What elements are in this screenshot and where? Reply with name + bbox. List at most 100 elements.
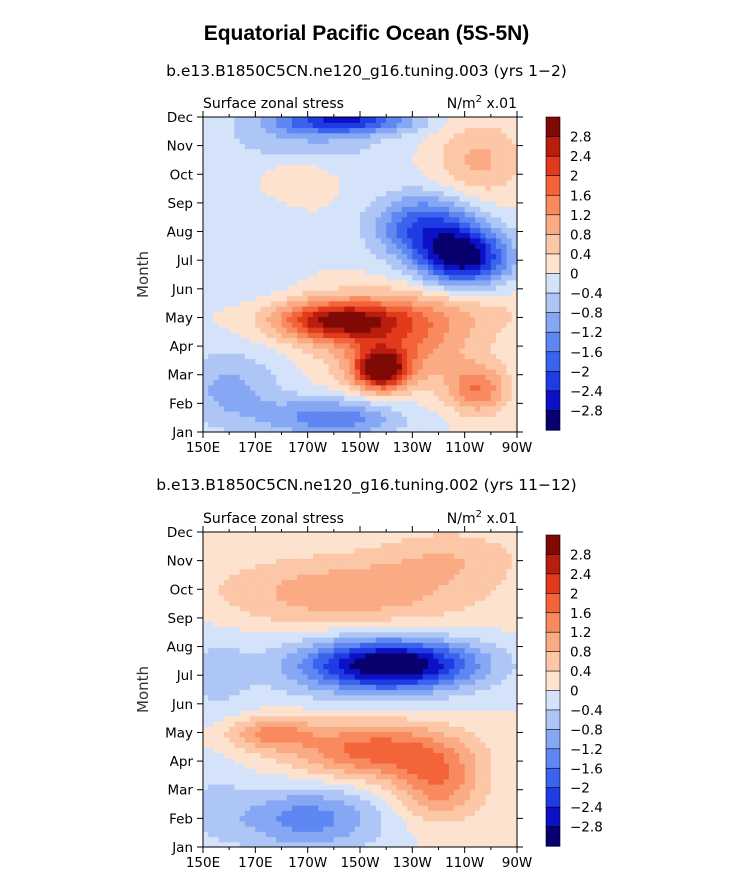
heatmap-cell bbox=[344, 405, 351, 412]
heatmap-cell bbox=[464, 201, 471, 207]
heatmap-cell bbox=[239, 757, 246, 764]
heatmap-cell bbox=[203, 668, 209, 675]
heatmap-cell bbox=[291, 537, 298, 544]
heatmap-cell bbox=[417, 211, 424, 218]
heatmap-cell bbox=[276, 374, 283, 381]
heatmap-cell bbox=[291, 164, 298, 171]
heatmap-cell bbox=[354, 353, 361, 360]
heatmap-cell bbox=[485, 122, 492, 129]
heatmap-cell bbox=[297, 411, 304, 417]
heatmap-cell bbox=[218, 673, 225, 680]
heatmap-cell bbox=[297, 143, 304, 150]
heatmap-cell bbox=[312, 348, 319, 354]
heatmap-cell bbox=[511, 232, 518, 239]
heatmap-cell bbox=[276, 610, 283, 617]
heatmap-cell bbox=[255, 300, 262, 307]
heatmap-cell bbox=[218, 726, 225, 733]
heatmap-cell bbox=[333, 369, 340, 375]
heatmap-cell bbox=[297, 174, 304, 181]
heatmap-cell bbox=[229, 626, 235, 633]
heatmap-cell bbox=[229, 558, 235, 565]
heatmap-cell bbox=[281, 374, 288, 381]
heatmap-cell bbox=[244, 647, 251, 654]
heatmap-cell bbox=[271, 153, 277, 160]
heatmap-cell bbox=[250, 258, 256, 265]
heatmap-cell bbox=[396, 174, 403, 181]
heatmap-cell bbox=[203, 395, 209, 402]
heatmap-cell bbox=[286, 321, 293, 328]
heatmap-cell bbox=[297, 778, 304, 785]
heatmap-cell bbox=[234, 201, 241, 207]
heatmap-cell bbox=[223, 621, 230, 628]
heatmap-cell bbox=[501, 264, 508, 270]
heatmap-cell bbox=[360, 311, 366, 318]
heatmap-cell bbox=[286, 805, 293, 811]
heatmap-cell bbox=[234, 553, 241, 559]
heatmap-cell bbox=[475, 306, 481, 312]
heatmap-cell bbox=[354, 306, 361, 312]
heatmap-cell bbox=[244, 405, 251, 412]
heatmap-cell bbox=[480, 395, 487, 402]
heatmap-cell bbox=[333, 195, 340, 202]
heatmap-cell bbox=[203, 316, 209, 323]
heatmap-cell bbox=[391, 358, 398, 365]
heatmap-cell bbox=[496, 295, 502, 302]
heatmap-cell bbox=[297, 237, 304, 244]
heatmap-cell bbox=[443, 279, 450, 286]
heatmap-cell bbox=[475, 264, 481, 270]
heatmap-cell bbox=[302, 227, 309, 234]
heatmap-cell bbox=[333, 374, 340, 381]
heatmap-cell bbox=[244, 637, 251, 643]
heatmap-cell bbox=[307, 295, 314, 302]
heatmap-cell bbox=[208, 757, 215, 764]
heatmap-cell bbox=[349, 321, 356, 328]
heatmap-cell bbox=[454, 374, 461, 381]
heatmap-cell bbox=[433, 332, 440, 339]
heatmap-cell bbox=[255, 127, 262, 134]
heatmap-cell bbox=[318, 206, 324, 213]
heatmap-cell bbox=[354, 327, 361, 333]
heatmap-cell bbox=[223, 216, 230, 223]
heatmap-cell bbox=[396, 384, 403, 391]
heatmap-cell bbox=[229, 794, 235, 801]
heatmap-cell bbox=[297, 673, 304, 680]
heatmap-cell bbox=[475, 216, 481, 223]
heatmap-cell bbox=[428, 243, 434, 249]
heatmap-cell bbox=[312, 810, 319, 817]
heatmap-cell bbox=[208, 185, 215, 192]
heatmap-cell bbox=[370, 237, 377, 244]
heatmap-cell bbox=[307, 222, 314, 228]
colorbar-label: 1.6 bbox=[570, 188, 591, 204]
heatmap-cell bbox=[496, 237, 502, 244]
heatmap-cell bbox=[297, 721, 304, 727]
heatmap-cell bbox=[485, 416, 492, 423]
heatmap-cell bbox=[276, 311, 283, 318]
heatmap-cell bbox=[234, 610, 241, 617]
heatmap-cell bbox=[208, 153, 215, 160]
heatmap-cell bbox=[276, 363, 283, 370]
heatmap-cell bbox=[459, 132, 466, 139]
heatmap-cell bbox=[286, 122, 293, 129]
colorbar-label: −0.8 bbox=[570, 306, 603, 322]
heatmap-cell bbox=[208, 321, 215, 328]
heatmap-cell bbox=[360, 264, 366, 270]
heatmap-cell bbox=[291, 300, 298, 307]
heatmap-cell bbox=[286, 673, 293, 680]
heatmap-cell bbox=[244, 227, 251, 234]
heatmap-cell bbox=[475, 384, 481, 391]
heatmap-cell bbox=[375, 321, 382, 328]
heatmap-cell bbox=[234, 363, 241, 370]
heatmap-cell bbox=[349, 342, 356, 349]
heatmap-cell bbox=[297, 332, 304, 339]
heatmap-cell bbox=[203, 568, 209, 575]
heatmap-cell bbox=[260, 153, 267, 160]
heatmap-cell bbox=[354, 295, 361, 302]
heatmap-cell bbox=[276, 295, 283, 302]
heatmap-cell bbox=[276, 316, 283, 323]
heatmap-cell bbox=[511, 390, 518, 396]
heatmap-cell bbox=[218, 258, 225, 265]
heatmap-cell bbox=[375, 216, 382, 223]
heatmap-cell bbox=[265, 841, 272, 848]
heatmap-cell bbox=[234, 700, 241, 706]
heatmap-cell bbox=[496, 195, 502, 202]
